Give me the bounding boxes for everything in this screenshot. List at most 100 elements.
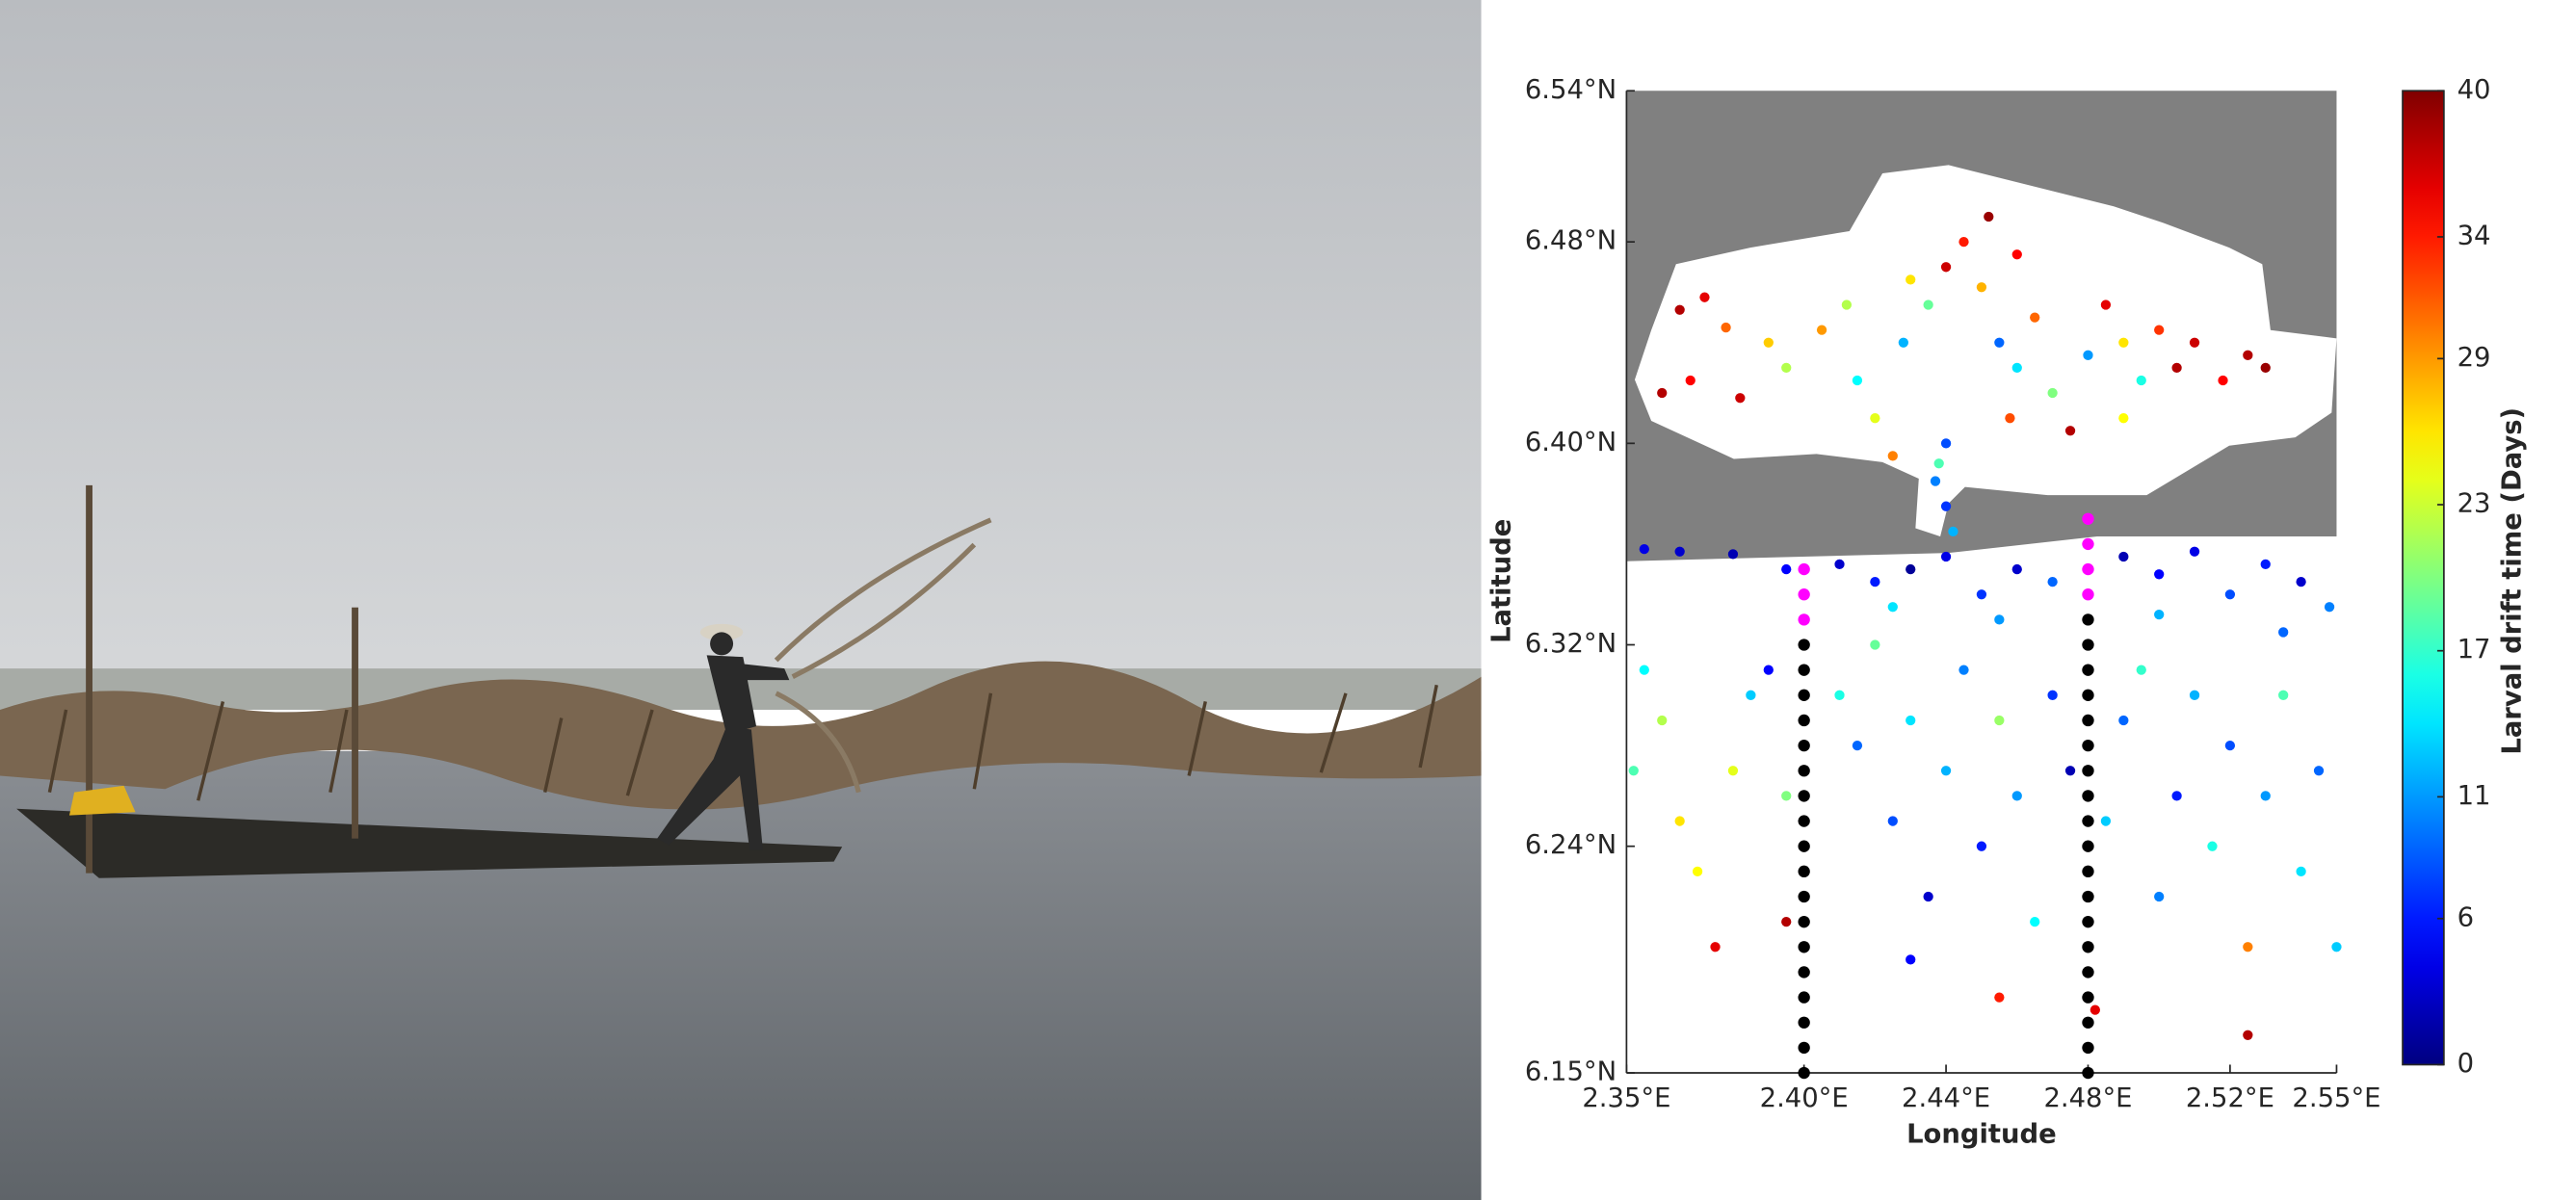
- boat: [16, 808, 843, 878]
- drift-point: [1685, 375, 1695, 386]
- bucket: [68, 785, 136, 816]
- release-point: [2082, 588, 2094, 601]
- release-point: [2082, 865, 2094, 878]
- release-point: [1798, 840, 1810, 852]
- release-point: [1798, 588, 1810, 601]
- y-tick-label: 6.54°N: [1525, 75, 1617, 105]
- drift-point: [1930, 476, 1941, 486]
- drift-point: [1852, 375, 1863, 386]
- release-point: [2082, 739, 2094, 752]
- drift-point: [2243, 350, 2253, 360]
- drift-point: [2064, 766, 2076, 776]
- drift-point: [2224, 589, 2236, 600]
- drift-point: [1735, 393, 1746, 404]
- release-point: [1798, 966, 1810, 978]
- drift-point: [2189, 690, 2200, 700]
- drift-point: [1870, 639, 1880, 650]
- release-point: [2082, 765, 2094, 777]
- drift-point: [2260, 362, 2271, 374]
- drift-point: [1976, 282, 1987, 293]
- drift-point: [1628, 766, 1639, 776]
- release-point: [2082, 991, 2094, 1004]
- drift-point: [1958, 237, 1969, 248]
- release-point: [2082, 613, 2094, 626]
- drift-point: [1639, 544, 1649, 555]
- release-point: [2082, 664, 2094, 676]
- release-point: [2082, 537, 2094, 551]
- y-tick-label: 6.48°N: [1525, 226, 1617, 256]
- drift-point: [1940, 766, 1952, 776]
- drift-point: [1976, 841, 1987, 851]
- drift-point: [1727, 549, 1739, 560]
- drift-point: [1746, 690, 1756, 700]
- drift-point: [1906, 715, 1916, 726]
- drift-point: [1763, 665, 1774, 675]
- drift-point: [1870, 577, 1880, 587]
- colorbar-tick-label: 34: [2458, 221, 2491, 250]
- release-point: [1798, 639, 1810, 651]
- drift-point: [1816, 325, 1827, 335]
- drift-point: [1906, 563, 1916, 575]
- drift-point: [2005, 413, 2015, 424]
- release-point: [2082, 790, 2094, 802]
- x-tick-label: 2.52°E: [2186, 1083, 2274, 1113]
- net: [774, 517, 992, 794]
- drift-point: [2243, 942, 2253, 952]
- drift-point: [1781, 791, 1792, 801]
- drift-point: [2171, 791, 2182, 801]
- drift-point: [2260, 559, 2271, 569]
- drift-point: [2260, 791, 2271, 801]
- colorbar-tick-label: 29: [2458, 343, 2491, 373]
- drift-point: [2030, 917, 2040, 927]
- drift-point: [1994, 337, 2005, 348]
- release-point: [2082, 1016, 2094, 1029]
- drift-point: [1940, 551, 1952, 562]
- colorbar-label: Larval drift time (Days): [2497, 407, 2527, 755]
- drift-point: [1710, 942, 1721, 952]
- drift-point: [2218, 375, 2228, 386]
- drift-point: [2224, 740, 2236, 751]
- reed-stalks: [47, 684, 1438, 801]
- drift-point: [2011, 249, 2022, 260]
- drift-point: [2207, 841, 2218, 851]
- drift-point: [2189, 546, 2200, 557]
- drift-point: [1940, 438, 1952, 449]
- release-point: [2082, 890, 2094, 903]
- drift-point: [1721, 322, 1731, 333]
- drift-point: [1906, 274, 1916, 285]
- drift-point: [1958, 665, 1969, 675]
- drift-point: [2011, 362, 2022, 374]
- release-point: [1798, 664, 1810, 676]
- drift-point: [2171, 362, 2182, 374]
- drift-point: [2047, 690, 2058, 700]
- drift-point: [2083, 350, 2093, 360]
- release-point: [1798, 562, 1810, 576]
- drift-point: [1692, 866, 1703, 876]
- colorbar-tick-label: 0: [2458, 1049, 2474, 1079]
- drift-point: [1699, 292, 1710, 302]
- drift-point: [1940, 501, 1952, 511]
- drift-point: [2011, 791, 2022, 801]
- drift-point: [1870, 413, 1880, 424]
- colorbar-tick-label: 23: [2458, 489, 2491, 519]
- drift-point: [1834, 559, 1845, 569]
- colorbar-tick-label: 11: [2458, 781, 2491, 811]
- release-point: [2082, 1041, 2094, 1055]
- x-tick-label: 2.44°E: [1902, 1083, 1990, 1113]
- release-point: [2082, 562, 2094, 576]
- release-point: [2082, 966, 2094, 978]
- release-point: [2082, 689, 2094, 701]
- drift-point: [1781, 362, 1792, 374]
- drift-point: [2324, 602, 2335, 613]
- drift-point: [2030, 312, 2040, 323]
- drift-point: [1994, 715, 2005, 726]
- drift-point: [2118, 551, 2129, 562]
- release-point: [2082, 941, 2094, 953]
- drift-point: [2189, 337, 2200, 348]
- y-tick-label: 6.32°N: [1525, 629, 1617, 659]
- release-point: [1798, 714, 1810, 727]
- drift-point: [2154, 891, 2165, 902]
- release-point: [2082, 714, 2094, 727]
